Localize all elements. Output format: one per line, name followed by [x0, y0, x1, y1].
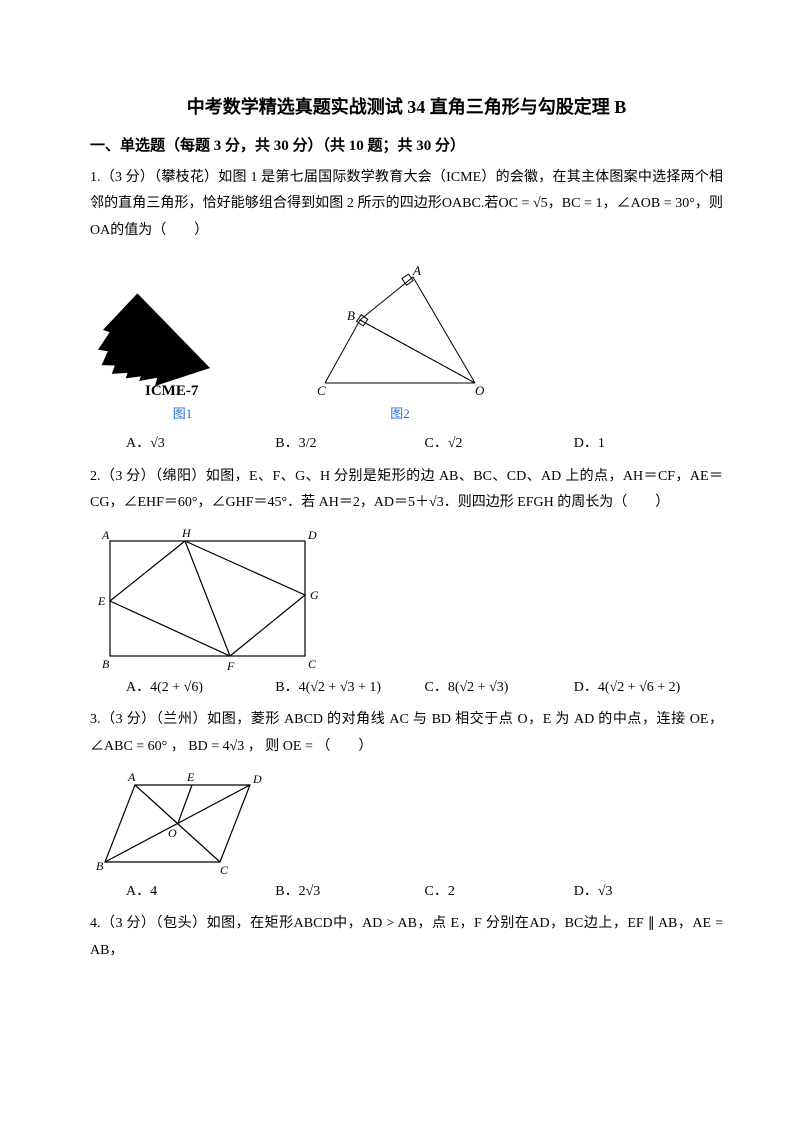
q3-v-D: D [252, 772, 262, 786]
q2-opt-D: D．4(√2 + √6 + 2) [574, 675, 723, 702]
q3-v-A: A [127, 770, 136, 784]
q1-opt-C: C．√2 [425, 431, 574, 458]
q2-v-B: B [102, 657, 110, 671]
icme-logo-icon: ICME-7 [90, 250, 275, 400]
q2-v-C: C [308, 657, 317, 671]
q1-fig2-label: 图2 [390, 402, 410, 427]
q2-v-G: G [310, 588, 319, 602]
q3-figures: A B C D E O [90, 767, 723, 877]
q2-fig: A B C D E F G H [90, 523, 325, 673]
q1-opt-D: D．1 [574, 431, 723, 458]
q1-v-B: B [347, 308, 355, 323]
q2-opt-C: C．8(√2 + √3) [425, 675, 574, 702]
q2-options: A．4(2 + √6) B．4(√2 + √3 + 1) C．8(√2 + √3… [126, 675, 723, 702]
q2-rectangle-diagram: A B C D E F G H [90, 523, 325, 673]
q3-opt-D: D．√3 [574, 879, 723, 906]
q2-opt-A: A．4(2 + √6) [126, 675, 275, 702]
q3-options: A．4 B．2√3 C．2 D．√3 [126, 879, 723, 906]
q2-v-A: A [101, 528, 110, 542]
q1-opt-B: B．3/2 [275, 431, 424, 458]
q3-v-O: O [168, 826, 177, 840]
q3-opt-B: B．2√3 [275, 879, 424, 906]
q1-options: A．√3 B．3/2 C．√2 D．1 [126, 431, 723, 458]
q2-v-D: D [307, 528, 317, 542]
q3-text: 3.（3 分）（兰州）如图，菱形 ABCD 的对角线 AC 与 BD 相交于点 … [90, 707, 723, 760]
q1-v-A: A [412, 265, 421, 278]
q3-opt-C: C．2 [425, 879, 574, 906]
q2-v-H: H [181, 526, 192, 540]
q2-opt-B: B．4(√2 + √3 + 1) [275, 675, 424, 702]
q1-v-C: C [317, 383, 326, 398]
page: 中考数学精选真题实战测试 34 直角三角形与勾股定理 B 一、单选题（每题 3 … [0, 0, 793, 1122]
q3-v-C: C [220, 863, 229, 877]
q3-fig: A B C D E O [90, 767, 285, 877]
q1-fig1: ICME-7 图1 [90, 250, 275, 429]
q1-opt-A: A．√3 [126, 431, 275, 458]
q1-v-O: O [475, 383, 485, 398]
q1-fig1-label: 图1 [173, 402, 193, 427]
q2-figures: A B C D E F G H [90, 523, 723, 673]
q3-rhombus-diagram: A B C D E O [90, 767, 285, 877]
section-heading: 一、单选题（每题 3 分，共 30 分）（共 10 题；共 30 分） [90, 132, 723, 161]
q2-v-F: F [226, 659, 235, 673]
q4-text: 4.（3 分）（包头）如图，在矩形ABCD中，AD > AB，点 E，F 分别在… [90, 911, 723, 964]
page-title: 中考数学精选真题实战测试 34 直角三角形与勾股定理 B [90, 90, 723, 124]
q1-triangle-diagram: A B C O [305, 265, 495, 400]
q3-v-E: E [186, 770, 195, 784]
icme-caption: ICME-7 [145, 383, 199, 399]
q2-v-E: E [97, 594, 106, 608]
q1-figures: ICME-7 图1 A B C O [90, 250, 723, 429]
q2-text: 2.（3 分）（绵阳）如图，E、F、G、H 分别是矩形的边 AB、BC、CD、A… [90, 464, 723, 517]
q1-text: 1.（3 分）（攀枝花）如图 1 是第七届国际数学教育大会（ICME）的会徽，在… [90, 165, 723, 245]
q3-opt-A: A．4 [126, 879, 275, 906]
q3-v-B: B [96, 859, 104, 873]
q1-fig2: A B C O 图2 [305, 265, 495, 429]
